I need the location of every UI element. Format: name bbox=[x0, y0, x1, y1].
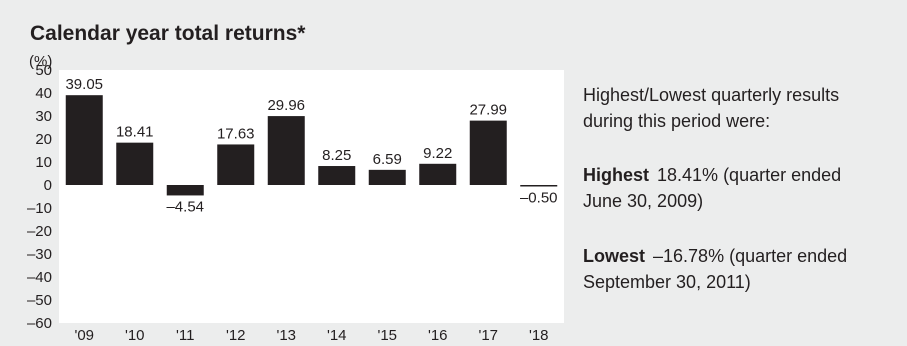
bar-value-label: 9.22 bbox=[423, 145, 452, 162]
y-tick-label: –20 bbox=[27, 223, 52, 240]
bar bbox=[318, 166, 356, 185]
bar-value-label: 17.63 bbox=[217, 125, 255, 142]
y-tick-label: –40 bbox=[27, 269, 52, 286]
y-tick-label: –50 bbox=[27, 292, 52, 309]
y-tick-label: 50 bbox=[35, 62, 52, 79]
summary-lowest: Lowest –16.78% (quarter ended September 3… bbox=[583, 243, 901, 295]
y-tick-label: –60 bbox=[27, 315, 52, 332]
y-tick-label: 30 bbox=[35, 108, 52, 125]
bar bbox=[65, 95, 103, 185]
x-axis-ticks: '09 '10 '11 '12 '13 '14 '15 '16 '17 '18 bbox=[74, 327, 548, 344]
summary-highest: Highest 18.41% (quarter ended June 30, 20… bbox=[583, 162, 901, 214]
y-tick-label: 10 bbox=[35, 154, 52, 171]
y-tick-label: 40 bbox=[35, 85, 52, 102]
bar-value-label: 39.05 bbox=[65, 76, 103, 93]
bar bbox=[419, 163, 457, 185]
bar-value-label: –4.54 bbox=[166, 198, 204, 215]
x-tick-label: '12 bbox=[226, 327, 246, 344]
y-tick-label: 0 bbox=[44, 177, 52, 194]
x-tick-label: '09 bbox=[74, 327, 94, 344]
x-tick-label: '14 bbox=[327, 327, 347, 344]
bar-chart: 50 40 30 20 10 0 –10 –20 –30 –40 –50 –60 39.05 18.41… bbox=[27, 62, 564, 344]
lowest-value: –16.78% (quarter ended bbox=[653, 246, 848, 266]
x-tick-label: '10 bbox=[125, 327, 145, 344]
highest-label: Highest bbox=[583, 165, 650, 185]
x-tick-label: '17 bbox=[478, 327, 498, 344]
bar-value-label: 6.59 bbox=[373, 151, 402, 168]
bar bbox=[116, 142, 154, 185]
bar-value-label: –0.50 bbox=[520, 190, 558, 207]
lowest-label: Lowest bbox=[583, 246, 646, 266]
bars-group: 39.05 18.41 –4.54 17.63 29.96 8.25 6.59 9.22 27.… bbox=[65, 76, 557, 215]
summary-intro: Highest/Lowest quarterly results during … bbox=[583, 82, 901, 134]
x-tick-label: '11 bbox=[176, 327, 194, 344]
bar-value-label: 18.41 bbox=[116, 124, 154, 141]
highest-date: June 30, 2009) bbox=[583, 191, 704, 211]
bar bbox=[166, 185, 204, 196]
y-tick-label: –10 bbox=[27, 200, 52, 217]
bar bbox=[217, 144, 255, 185]
summary-intro-line1: Highest/Lowest quarterly results bbox=[583, 85, 840, 105]
plot-area bbox=[59, 70, 564, 323]
y-tick-label: 20 bbox=[35, 131, 52, 148]
bar bbox=[520, 185, 558, 187]
y-axis-unit-label: (%) bbox=[29, 53, 53, 70]
bar bbox=[368, 169, 406, 185]
y-axis-ticks: 50 40 30 20 10 0 –10 –20 –30 –40 –50 –60 bbox=[27, 62, 52, 332]
bar-value-label: 29.96 bbox=[267, 97, 305, 114]
bar-value-label: 27.99 bbox=[469, 102, 507, 119]
highest-value: 18.41% (quarter ended bbox=[657, 165, 842, 185]
x-tick-label: '16 bbox=[428, 327, 448, 344]
x-tick-label: '13 bbox=[276, 327, 296, 344]
bar bbox=[469, 120, 507, 185]
x-tick-label: '18 bbox=[529, 327, 549, 344]
x-tick-label: '15 bbox=[377, 327, 397, 344]
summary-intro-line2: during this period were: bbox=[583, 111, 771, 131]
bar bbox=[267, 116, 305, 185]
lowest-date: September 30, 2011) bbox=[583, 272, 751, 292]
y-tick-label: –30 bbox=[27, 246, 52, 263]
bar-value-label: 8.25 bbox=[322, 147, 351, 164]
chart-title: Calendar year total returns* bbox=[30, 22, 306, 45]
